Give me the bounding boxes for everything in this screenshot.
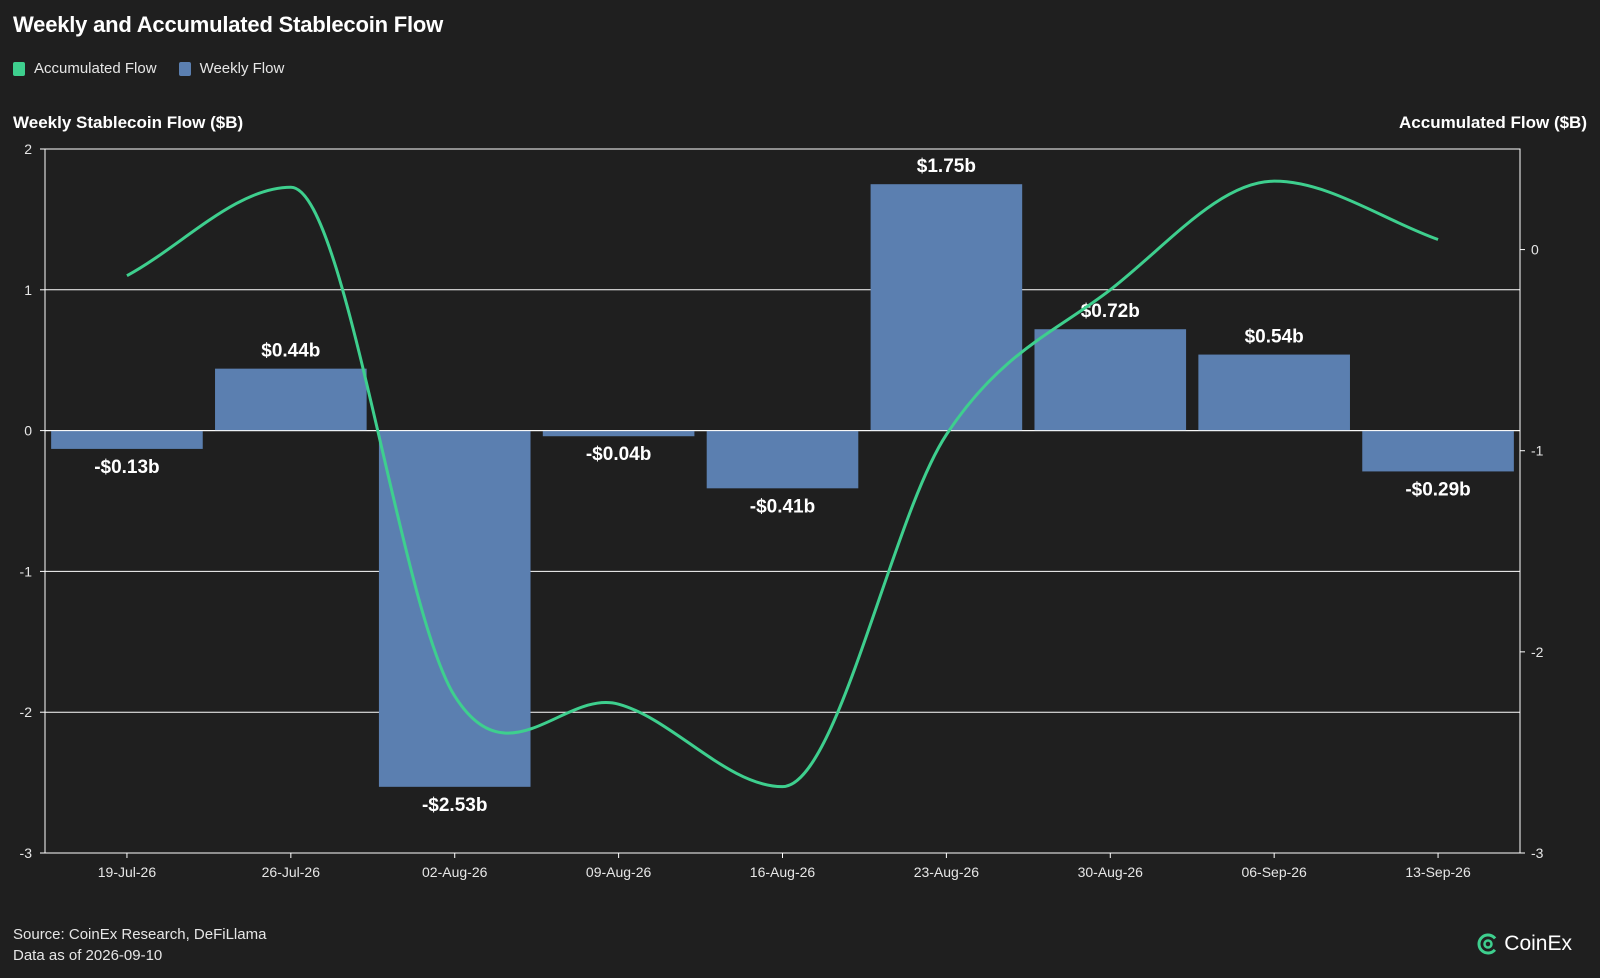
x-tick-label: 06-Sep-26	[1241, 864, 1307, 880]
bar-data-label: -$0.13b	[94, 457, 159, 478]
bar-data-label: $1.75b	[917, 156, 976, 177]
left-tick-label: 2	[24, 141, 32, 157]
legend-swatch-weekly	[178, 61, 191, 76]
x-tick-label: 19-Jul-26	[98, 864, 157, 880]
left-tick-label: -2	[20, 704, 33, 720]
weekly-flow-bar	[870, 184, 1023, 431]
x-tick-label: 09-Aug-26	[586, 864, 652, 880]
data-date-note: Data as of 2026-09-10	[13, 947, 163, 964]
bar-data-label: -$0.41b	[750, 496, 815, 517]
accumulated-flow-line	[126, 179, 1439, 789]
right-tick-label: -3	[1531, 845, 1544, 861]
x-tick-label: 02-Aug-26	[422, 864, 488, 880]
legend-item-weekly[interactable]: Weekly Flow	[178, 60, 285, 77]
weekly-flow-bar	[706, 430, 859, 489]
chart-title: Weekly and Accumulated Stablecoin Flow	[13, 12, 444, 37]
legend-swatch-accumulated	[13, 61, 25, 76]
bar-data-label: -$0.04b	[586, 444, 651, 465]
weekly-flow-bar	[1034, 329, 1187, 431]
legend-label-accumulated: Accumulated Flow	[34, 60, 157, 77]
legend: Accumulated Flow Weekly Flow	[13, 60, 306, 77]
x-tick-label: 26-Jul-26	[262, 864, 321, 880]
bar-data-label: $0.44b	[261, 341, 320, 362]
footer: Source: CoinEx Research, DeFiLlama Data …	[13, 924, 266, 966]
left-tick-label: 0	[24, 423, 32, 439]
left-tick-label: 1	[24, 282, 32, 298]
weekly-flow-bar	[215, 368, 367, 431]
right-tick-label: -1	[1531, 443, 1544, 459]
weekly-flow-bar	[1362, 430, 1514, 472]
source-note: Source: CoinEx Research, DeFiLlama	[13, 926, 267, 943]
coinex-logo-icon	[1477, 933, 1499, 955]
legend-label-weekly: Weekly Flow	[199, 60, 285, 77]
weekly-flow-bar	[542, 430, 695, 437]
x-tick-label: 13-Sep-26	[1405, 864, 1471, 880]
right-axis-title: Accumulated Flow ($B)	[1399, 113, 1587, 132]
left-tick-label: -3	[20, 845, 33, 861]
bar-data-label: -$0.29b	[1405, 479, 1470, 500]
bar-data-label: $0.54b	[1245, 327, 1304, 348]
x-tick-label: 30-Aug-26	[1078, 864, 1144, 880]
legend-item-accumulated[interactable]: Accumulated Flow	[13, 60, 157, 77]
weekly-flow-bar	[51, 430, 203, 449]
bar-data-label: -$2.53b	[422, 795, 487, 816]
brand-name: CoinEx	[1504, 932, 1572, 955]
right-tick-label: 0	[1531, 242, 1539, 258]
bar-data-label: $0.72b	[1081, 301, 1140, 322]
x-tick-label: 16-Aug-26	[750, 864, 816, 880]
x-tick-label: 23-Aug-26	[914, 864, 980, 880]
right-tick-label: -2	[1531, 644, 1544, 660]
weekly-flow-bar	[378, 430, 531, 787]
left-tick-label: -1	[20, 563, 33, 579]
brand: CoinEx	[1476, 932, 1572, 956]
weekly-flow-bar	[1198, 354, 1350, 431]
left-axis-title: Weekly Stablecoin Flow ($B)	[13, 113, 244, 132]
